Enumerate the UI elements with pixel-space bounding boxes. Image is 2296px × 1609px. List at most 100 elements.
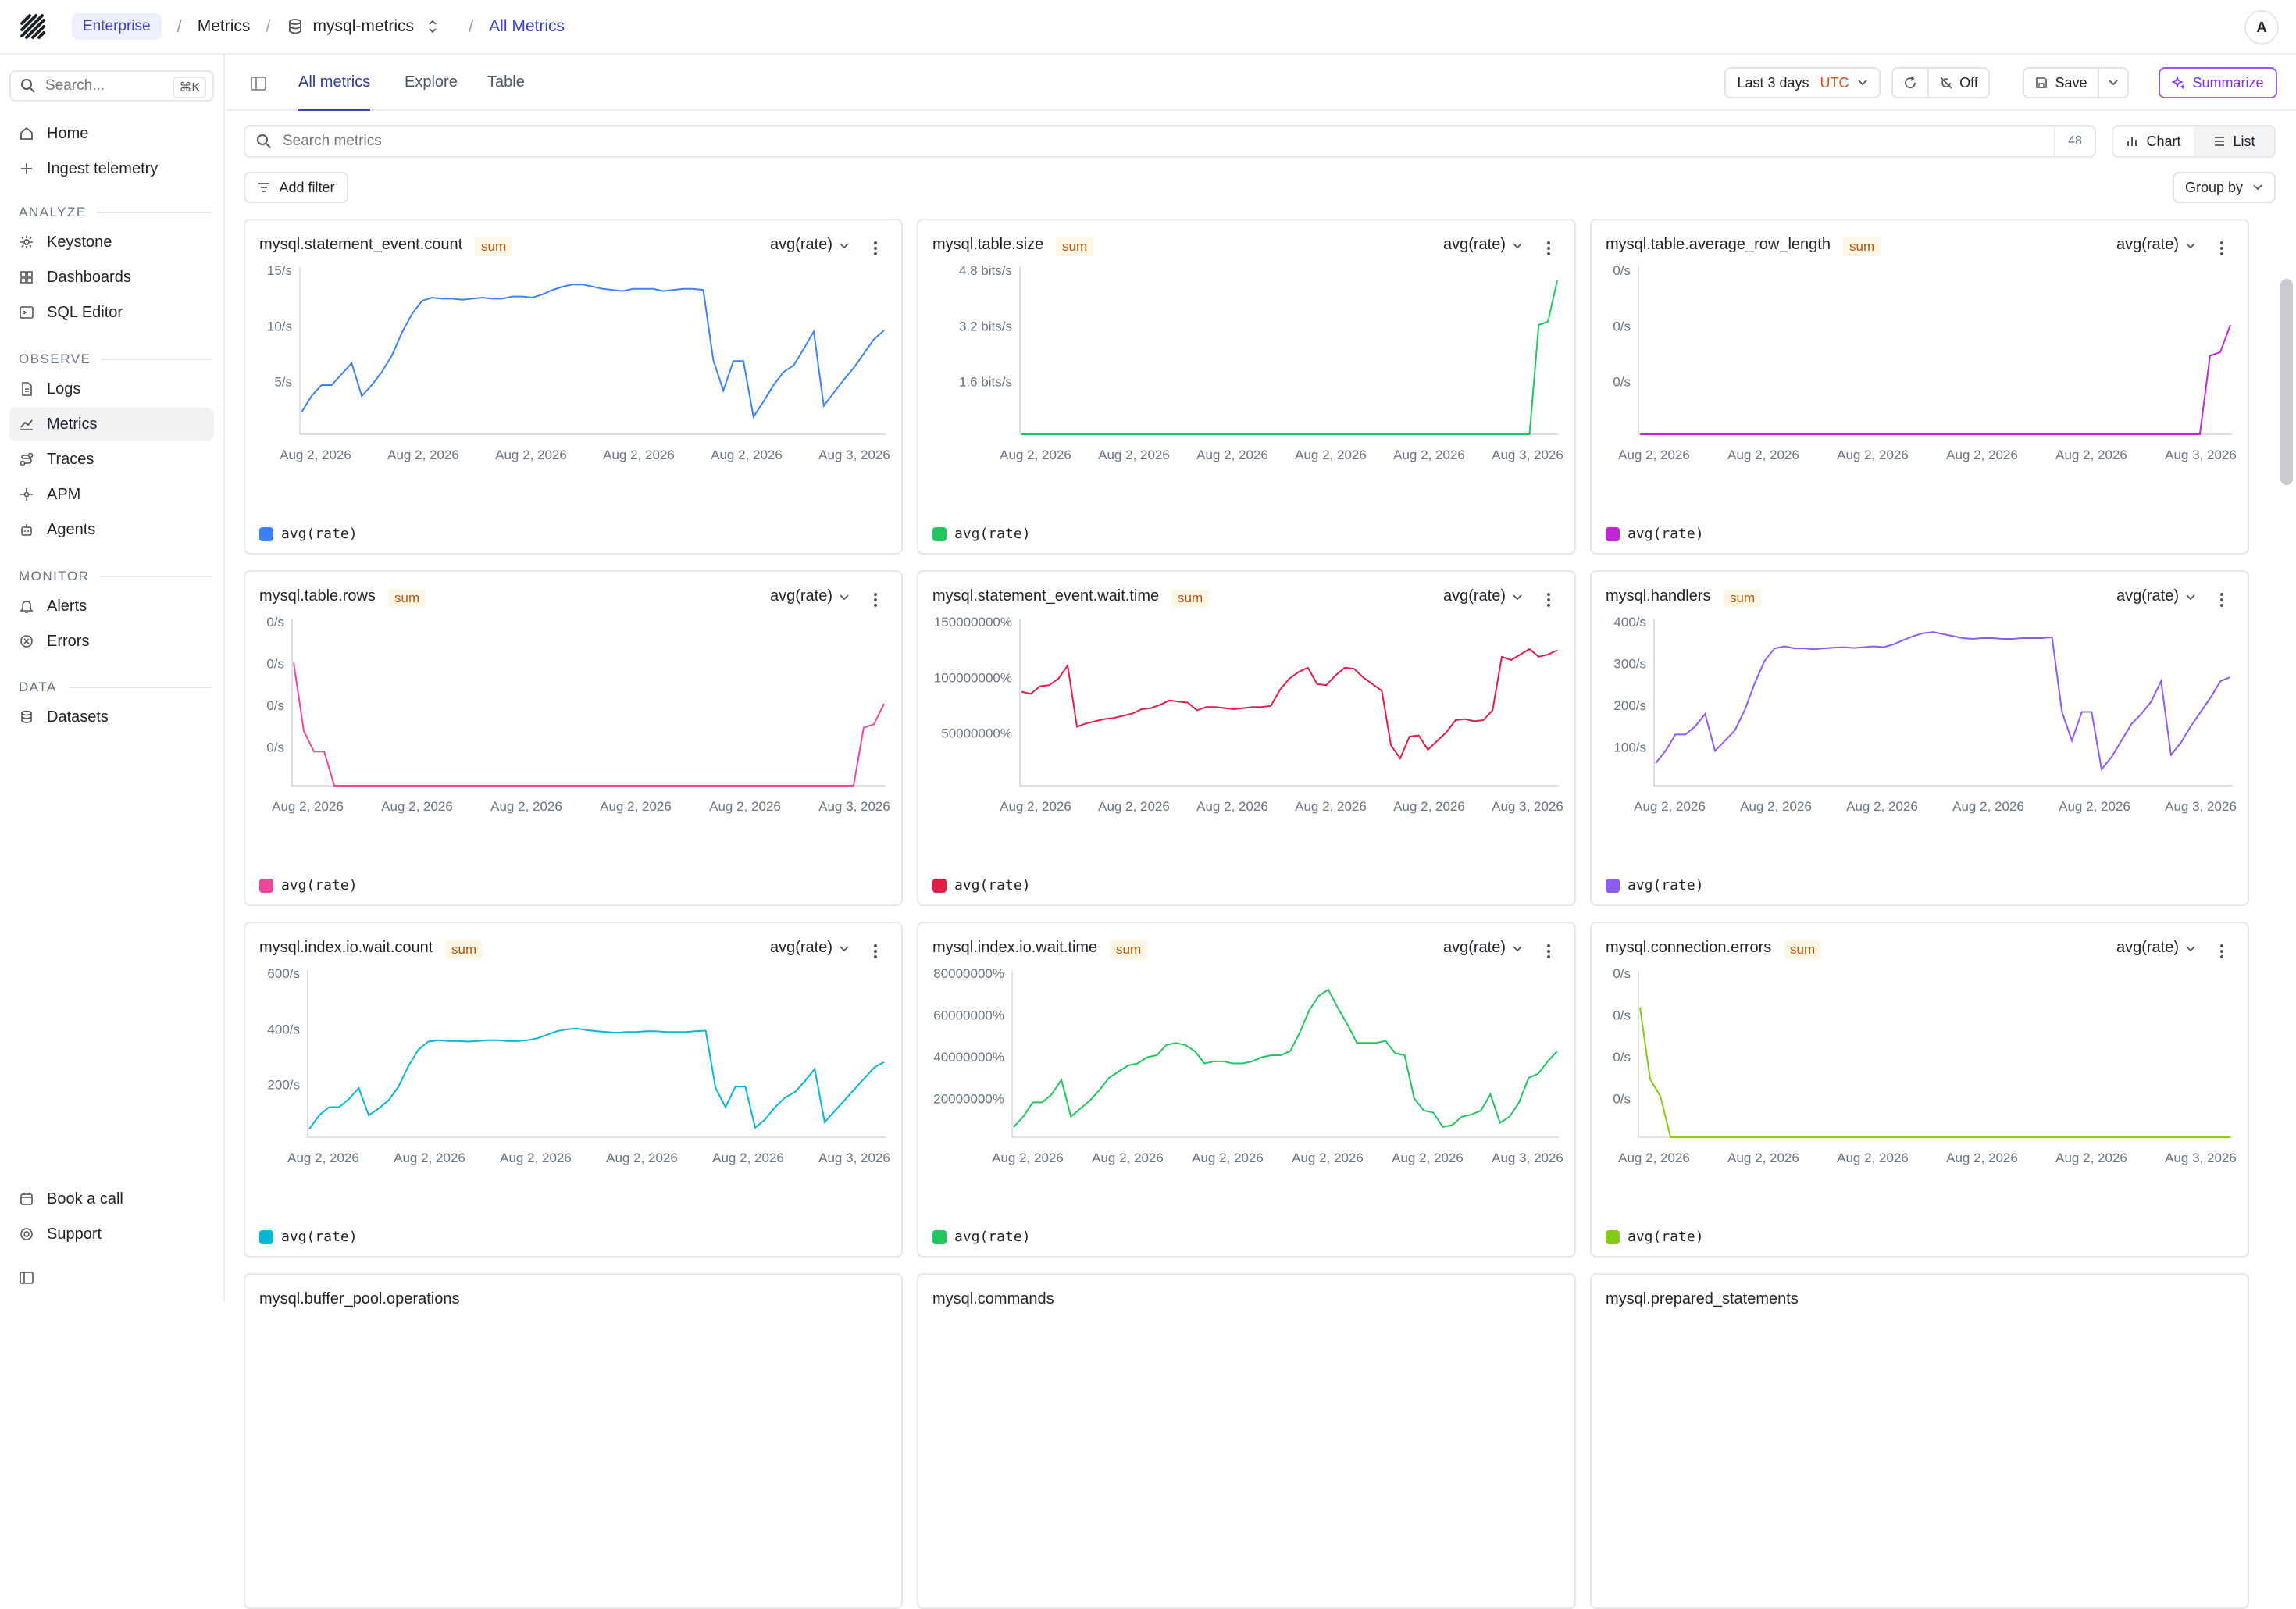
sidebar-item-metrics[interactable]: Metrics — [9, 408, 214, 441]
summarize-button[interactable]: Summarize — [2159, 67, 2277, 98]
aggregation-select[interactable]: avg(rate) — [769, 939, 832, 956]
more-vertical-icon[interactable] — [873, 944, 878, 959]
metric-card[interactable]: mysql.handlers sum avg(rate) 400/s 300/s 200/… — [1590, 570, 2249, 906]
more-vertical-icon[interactable] — [2219, 944, 2224, 959]
aggregation-select[interactable]: avg(rate) — [1442, 939, 1506, 956]
metric-card[interactable]: mysql.statement_event.count sum avg(rate) 1… — [244, 219, 903, 555]
org-badge[interactable]: Enterprise — [72, 13, 162, 40]
save-button[interactable]: Save — [2023, 67, 2099, 98]
tab-table[interactable]: Table — [487, 73, 525, 91]
sidebar-item-alerts[interactable]: Alerts — [9, 590, 214, 623]
aggregation-select[interactable]: avg(rate) — [2116, 939, 2179, 956]
metric-chart[interactable]: 80000000% 60000000% 40000000% 20000000% Aug … — [918, 962, 1574, 1197]
metric-name[interactable]: mysql.table.rows — [259, 587, 376, 605]
chevron-updown-icon[interactable] — [426, 18, 439, 35]
metric-card[interactable]: mysql.buffer_pool.operations — [244, 1273, 903, 1609]
sidebar-item-logs[interactable]: Logs — [9, 373, 214, 405]
chart-view-button[interactable]: Chart — [2113, 127, 2194, 156]
metrics-search[interactable]: 48 — [244, 125, 2096, 158]
sidebar-item-apm[interactable]: APM — [9, 478, 214, 511]
metric-card[interactable]: mysql.table.average_row_length sum avg(rat… — [1590, 219, 2249, 555]
aggregation-select[interactable]: avg(rate) — [2116, 236, 2179, 253]
time-range-button[interactable]: Last 3 days UTC — [1724, 67, 1881, 98]
tab-all-metrics[interactable]: All metrics — [298, 73, 371, 111]
sidebar-item-support[interactable]: Support — [9, 1218, 214, 1250]
chevron-down-icon[interactable] — [839, 945, 850, 953]
sidebar-item-traces[interactable]: Traces — [9, 443, 214, 476]
sidebar-item-home[interactable]: Home — [9, 117, 214, 150]
metric-card[interactable]: mysql.table.rows sum avg(rate) 0/s 0/s 0/s 0/s… — [244, 570, 903, 906]
add-filter-button[interactable]: Add filter — [244, 172, 348, 203]
sidebar-item-book-call[interactable]: Book a call — [9, 1183, 214, 1215]
sidebar-item-errors[interactable]: Errors — [9, 625, 214, 658]
metric-card[interactable]: mysql.table.size sum avg(rate) 4.8 bits/s 3.… — [917, 219, 1576, 555]
metric-chart[interactable]: 400/s 300/s 200/s 100/s Aug 2, 2026 Aug 2, 20… — [1592, 611, 2248, 845]
sidebar-item-agents[interactable]: Agents — [9, 513, 214, 546]
metric-chart[interactable]: 0/s 0/s 0/s Aug 2, 2026 Aug 2, 2026 Aug 2, 20… — [1592, 259, 2248, 494]
sidebar-search-input[interactable] — [45, 77, 170, 95]
sidebar-search[interactable]: ⌘K — [9, 70, 214, 102]
chevron-down-icon[interactable] — [1512, 242, 1523, 250]
list-view-button[interactable]: List — [2194, 127, 2274, 156]
metric-name[interactable]: mysql.connection.errors — [1606, 939, 1772, 956]
more-vertical-icon[interactable] — [1546, 241, 1551, 256]
more-vertical-icon[interactable] — [873, 592, 878, 608]
breadcrumb-dataset[interactable]: mysql-metrics — [312, 17, 415, 35]
chevron-down-icon[interactable] — [1512, 594, 1523, 601]
metric-name[interactable]: mysql.commands — [932, 1290, 1054, 1308]
chart-legend[interactable]: avg(rate) — [259, 877, 358, 894]
metric-chart[interactable]: 150000000% 100000000% 50000000% Aug 2, 2026… — [918, 611, 1574, 845]
sidebar-item-keystone[interactable]: Keystone — [9, 226, 214, 259]
metric-name[interactable]: mysql.buffer_pool.operations — [259, 1290, 460, 1308]
breadcrumb-all-metrics[interactable]: All Metrics — [489, 17, 565, 35]
chart-legend[interactable]: avg(rate) — [1606, 877, 1704, 894]
chevron-down-icon[interactable] — [2185, 594, 2196, 601]
aggregation-select[interactable]: avg(rate) — [2116, 587, 2179, 605]
chart-legend[interactable]: avg(rate) — [259, 1229, 358, 1245]
panel-toggle-icon[interactable] — [250, 75, 267, 92]
metric-name[interactable]: mysql.table.size — [932, 236, 1044, 253]
sidebar-item-ingest[interactable]: Ingest telemetry — [9, 152, 214, 185]
more-vertical-icon[interactable] — [873, 241, 878, 256]
avatar[interactable]: A — [2244, 10, 2279, 45]
sidebar-item-sql-editor[interactable]: SQL Editor — [9, 296, 214, 329]
metric-name[interactable]: mysql.statement_event.count — [259, 236, 463, 253]
scrollbar[interactable] — [2280, 279, 2293, 485]
chart-legend[interactable]: avg(rate) — [1606, 526, 1704, 542]
chevron-down-icon[interactable] — [839, 594, 850, 601]
chevron-down-icon[interactable] — [1512, 945, 1523, 953]
chevron-down-icon[interactable] — [2185, 945, 2196, 953]
group-by-button[interactable]: Group by — [2173, 172, 2276, 203]
chart-legend[interactable]: avg(rate) — [932, 526, 1031, 542]
chart-legend[interactable]: avg(rate) — [259, 526, 358, 542]
metrics-search-input[interactable] — [283, 133, 1845, 150]
metric-name[interactable]: mysql.index.io.wait.time — [932, 939, 1098, 956]
metric-name[interactable]: mysql.prepared_statements — [1606, 1290, 1799, 1308]
metric-chart[interactable]: 600/s 400/s 200/s Aug 2, 2026 Aug 2, 2026 Aug… — [245, 962, 901, 1197]
aggregation-select[interactable]: avg(rate) — [769, 236, 832, 253]
metric-chart[interactable]: 0/s 0/s 0/s 0/s Aug 2, 2026 Aug 2, 2026 Aug 2,… — [245, 611, 901, 845]
metric-chart[interactable]: 0/s 0/s 0/s 0/s Aug 2, 2026 Aug 2, 2026 Aug 2,… — [1592, 962, 2248, 1197]
sidebar-item-datasets[interactable]: Datasets — [9, 701, 214, 733]
more-vertical-icon[interactable] — [1546, 592, 1551, 608]
metric-card[interactable]: mysql.index.io.wait.count sum avg(rate) 600… — [244, 922, 903, 1258]
metric-name[interactable]: mysql.handlers — [1606, 587, 1711, 605]
metric-name[interactable]: mysql.statement_event.wait.time — [932, 587, 1160, 605]
metric-chart[interactable]: 4.8 bits/s 3.2 bits/s 1.6 bits/s Aug 2, 202… — [918, 259, 1574, 494]
logo-icon[interactable] — [17, 11, 48, 42]
sidebar-collapse-icon[interactable] — [19, 1270, 34, 1286]
metric-card[interactable]: mysql.index.io.wait.time sum avg(rate) 8000… — [917, 922, 1576, 1258]
metric-name[interactable]: mysql.index.io.wait.count — [259, 939, 433, 956]
metric-card[interactable]: mysql.prepared_statements — [1590, 1273, 2249, 1609]
chart-legend[interactable]: avg(rate) — [1606, 1229, 1704, 1245]
refresh-button[interactable] — [1891, 67, 1929, 98]
save-menu-button[interactable] — [2098, 67, 2129, 98]
chevron-down-icon[interactable] — [2185, 242, 2196, 250]
chevron-down-icon[interactable] — [839, 242, 850, 250]
aggregation-select[interactable]: avg(rate) — [1442, 236, 1506, 253]
more-vertical-icon[interactable] — [1546, 944, 1551, 959]
aggregation-select[interactable]: avg(rate) — [769, 587, 832, 605]
metric-card[interactable]: mysql.statement_event.wait.time sum avg(ra… — [917, 570, 1576, 906]
tab-explore[interactable]: Explore — [405, 73, 458, 91]
chart-legend[interactable]: avg(rate) — [932, 877, 1031, 894]
